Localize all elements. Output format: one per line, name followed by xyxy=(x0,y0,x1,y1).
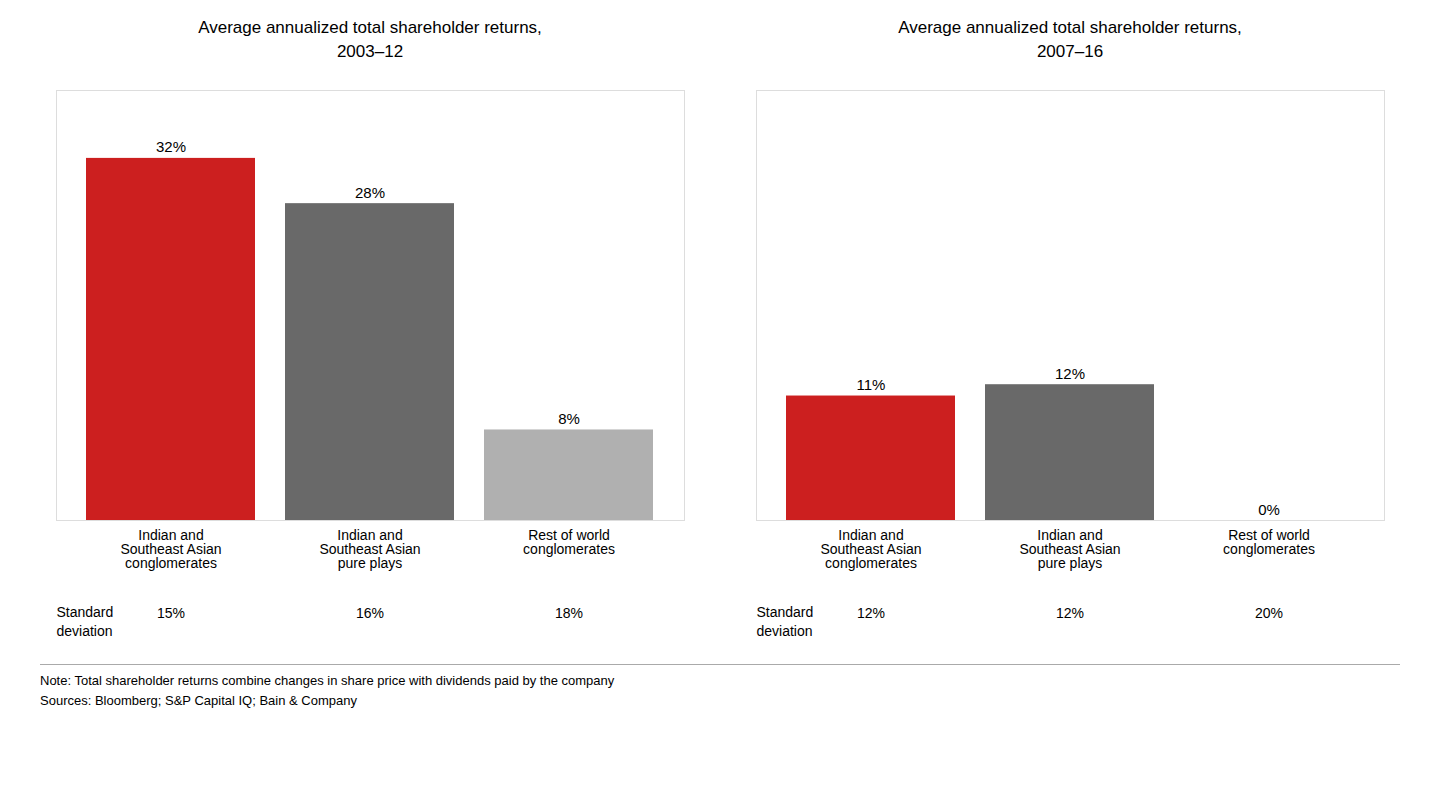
svg-text:Indian andSoutheast Asianpure: Indian andSoutheast Asianpure plays xyxy=(1019,527,1120,571)
svg-text:Indian andSoutheast Asiancongl: Indian andSoutheast Asianconglomerates xyxy=(120,527,221,571)
html-text:Sources: Bloomberg; S&P Capita: Sources: Bloomberg; S&P Capital IQ; Bain… xyxy=(40,693,357,709)
svg-text:Indian andSoutheast Asianpure: Indian andSoutheast Asianpure plays xyxy=(319,527,420,571)
svg-text:Rest of worldconglomerates: Rest of worldconglomerates xyxy=(1223,527,1315,557)
svg-text:Indian andSoutheast Asiancongl: Indian andSoutheast Asianconglomerates xyxy=(820,527,921,571)
svg-text:28%: 28% xyxy=(355,183,385,200)
svg-text:18%: 18% xyxy=(555,605,583,621)
svg-text:Standarddeviation: Standarddeviation xyxy=(57,604,114,638)
svg-text:12%: 12% xyxy=(857,605,885,621)
svg-text:12%: 12% xyxy=(1055,364,1085,381)
svg-text:15%: 15% xyxy=(157,605,185,621)
svg-text:16%: 16% xyxy=(356,605,384,621)
html-text:Note: Total shareholder return: Note: Total shareholder returns combine … xyxy=(40,672,615,688)
svg-text:20%: 20% xyxy=(1255,605,1283,621)
svg-text:12%: 12% xyxy=(1056,605,1084,621)
svg-text:Rest of worldconglomerates: Rest of worldconglomerates xyxy=(523,527,615,557)
html-text:Average annualized total share: Average annualized total shareholder ret… xyxy=(898,18,1242,61)
html-text:Average annualized total share: Average annualized total shareholder ret… xyxy=(198,18,542,61)
svg-text:Standarddeviation: Standarddeviation xyxy=(757,604,814,638)
svg-text:0%: 0% xyxy=(1258,500,1280,517)
svg-text:11%: 11% xyxy=(857,376,886,393)
svg-text:8%: 8% xyxy=(558,410,580,427)
svg-text:32%: 32% xyxy=(156,138,186,155)
